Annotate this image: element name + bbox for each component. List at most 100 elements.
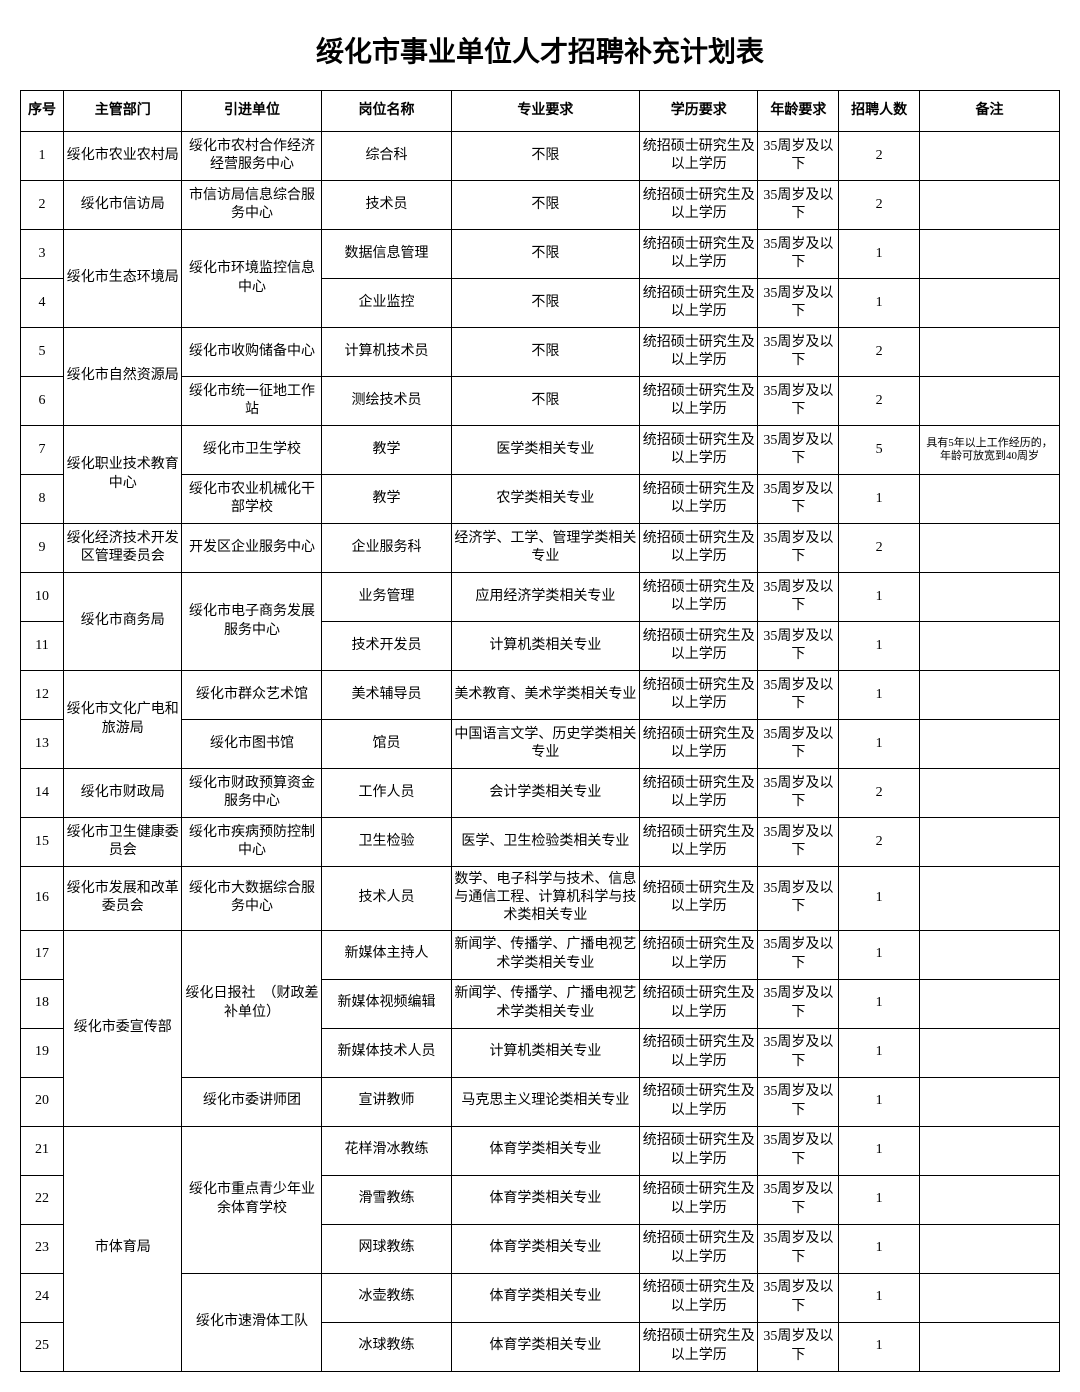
cell-seq: 25: [21, 1322, 64, 1371]
cell-edu: 统招硕士研究生及以上学历: [640, 279, 758, 328]
cell-age: 35周岁及以下: [758, 230, 839, 279]
table-header-row: 序号 主管部门 引进单位 岗位名称 专业要求 学历要求 年龄要求 招聘人数 备注: [21, 91, 1060, 132]
cell-major: 医学类相关专业: [451, 426, 639, 475]
cell-edu: 统招硕士研究生及以上学历: [640, 671, 758, 720]
cell-unit: 绥化市统一征地工作站: [182, 377, 322, 426]
cell-pos: 技术人员: [322, 867, 451, 931]
cell-count: 2: [839, 377, 920, 426]
cell-major: 体育学类相关专业: [451, 1175, 639, 1224]
cell-edu: 统招硕士研究生及以上学历: [640, 769, 758, 818]
cell-major: 医学、卫生检验类相关专业: [451, 818, 639, 867]
cell-age: 35周岁及以下: [758, 1224, 839, 1273]
cell-edu: 统招硕士研究生及以上学历: [640, 1126, 758, 1175]
cell-age: 35周岁及以下: [758, 1077, 839, 1126]
cell-dept: 绥化市卫生健康委员会: [64, 818, 182, 867]
cell-pos: 美术辅导员: [322, 671, 451, 720]
cell-unit: 绥化市疾病预防控制中心: [182, 818, 322, 867]
cell-pos: 馆员: [322, 720, 451, 769]
cell-seq: 24: [21, 1273, 64, 1322]
th-dept: 主管部门: [64, 91, 182, 132]
cell-note: [919, 573, 1059, 622]
cell-note: [919, 720, 1059, 769]
cell-dept: 市体育局: [64, 1126, 182, 1371]
cell-major: 体育学类相关专业: [451, 1322, 639, 1371]
cell-age: 35周岁及以下: [758, 1175, 839, 1224]
cell-pos: 业务管理: [322, 573, 451, 622]
cell-note: [919, 377, 1059, 426]
cell-edu: 统招硕士研究生及以上学历: [640, 818, 758, 867]
cell-age: 35周岁及以下: [758, 979, 839, 1028]
cell-seq: 23: [21, 1224, 64, 1273]
cell-age: 35周岁及以下: [758, 867, 839, 931]
cell-edu: 统招硕士研究生及以上学历: [640, 132, 758, 181]
cell-edu: 统招硕士研究生及以上学历: [640, 1273, 758, 1322]
cell-note: [919, 524, 1059, 573]
cell-pos: 冰球教练: [322, 1322, 451, 1371]
cell-major: 农学类相关专业: [451, 475, 639, 524]
cell-note: [919, 930, 1059, 979]
cell-dept: 绥化市商务局: [64, 573, 182, 671]
cell-major: 计算机类相关专业: [451, 1028, 639, 1077]
cell-pos: 新媒体技术人员: [322, 1028, 451, 1077]
cell-seq: 14: [21, 769, 64, 818]
cell-major: 不限: [451, 181, 639, 230]
cell-count: 1: [839, 1273, 920, 1322]
th-age: 年龄要求: [758, 91, 839, 132]
cell-dept: 绥化市生态环境局: [64, 230, 182, 328]
cell-pos: 企业监控: [322, 279, 451, 328]
cell-unit: 绥化市大数据综合服务中心: [182, 867, 322, 931]
cell-count: 1: [839, 720, 920, 769]
table-row: 12绥化市文化广电和旅游局绥化市群众艺术馆美术辅导员美术教育、美术学类相关专业统…: [21, 671, 1060, 720]
cell-note: [919, 671, 1059, 720]
cell-note: [919, 1028, 1059, 1077]
cell-note: [919, 867, 1059, 931]
cell-unit: 绥化市速滑体工队: [182, 1273, 322, 1371]
cell-dept: 绥化市文化广电和旅游局: [64, 671, 182, 769]
cell-count: 2: [839, 818, 920, 867]
cell-count: 1: [839, 573, 920, 622]
cell-major: 中国语言文学、历史学类相关专业: [451, 720, 639, 769]
cell-pos: 计算机技术员: [322, 328, 451, 377]
cell-edu: 统招硕士研究生及以上学历: [640, 328, 758, 377]
cell-count: 1: [839, 867, 920, 931]
cell-unit: 绥化市收购储备中心: [182, 328, 322, 377]
cell-seq: 19: [21, 1028, 64, 1077]
table-row: 3绥化市生态环境局绥化市环境监控信息中心数据信息管理不限统招硕士研究生及以上学历…: [21, 230, 1060, 279]
cell-seq: 5: [21, 328, 64, 377]
cell-age: 35周岁及以下: [758, 426, 839, 475]
table-row: 9绥化经济技术开发区管理委员会开发区企业服务中心企业服务科经济学、工学、管理学类…: [21, 524, 1060, 573]
table-row: 10绥化市商务局绥化市电子商务发展服务中心业务管理应用经济学类相关专业统招硕士研…: [21, 573, 1060, 622]
cell-unit: 市信访局信息综合服务中心: [182, 181, 322, 230]
cell-note: [919, 622, 1059, 671]
cell-count: 2: [839, 181, 920, 230]
cell-seq: 18: [21, 979, 64, 1028]
cell-pos: 测绘技术员: [322, 377, 451, 426]
cell-age: 35周岁及以下: [758, 671, 839, 720]
cell-major: 体育学类相关专业: [451, 1273, 639, 1322]
cell-major: 体育学类相关专业: [451, 1126, 639, 1175]
cell-count: 1: [839, 230, 920, 279]
cell-unit: 绥化市委讲师团: [182, 1077, 322, 1126]
cell-seq: 12: [21, 671, 64, 720]
cell-seq: 15: [21, 818, 64, 867]
table-row: 16绥化市发展和改革委员会绥化市大数据综合服务中心技术人员数学、电子科学与技术、…: [21, 867, 1060, 931]
table-row: 15绥化市卫生健康委员会绥化市疾病预防控制中心卫生检验医学、卫生检验类相关专业统…: [21, 818, 1060, 867]
cell-dept: 绥化市自然资源局: [64, 328, 182, 426]
recruitment-table: 序号 主管部门 引进单位 岗位名称 专业要求 学历要求 年龄要求 招聘人数 备注…: [20, 90, 1060, 1372]
cell-pos: 数据信息管理: [322, 230, 451, 279]
cell-unit: 开发区企业服务中心: [182, 524, 322, 573]
th-unit: 引进单位: [182, 91, 322, 132]
cell-edu: 统招硕士研究生及以上学历: [640, 867, 758, 931]
cell-seq: 16: [21, 867, 64, 931]
cell-age: 35周岁及以下: [758, 132, 839, 181]
cell-count: 1: [839, 1322, 920, 1371]
cell-edu: 统招硕士研究生及以上学历: [640, 475, 758, 524]
cell-count: 1: [839, 671, 920, 720]
cell-edu: 统招硕士研究生及以上学历: [640, 622, 758, 671]
cell-seq: 11: [21, 622, 64, 671]
cell-count: 1: [839, 1077, 920, 1126]
cell-pos: 企业服务科: [322, 524, 451, 573]
cell-major: 马克思主义理论类相关专业: [451, 1077, 639, 1126]
cell-edu: 统招硕士研究生及以上学历: [640, 426, 758, 475]
cell-edu: 统招硕士研究生及以上学历: [640, 181, 758, 230]
